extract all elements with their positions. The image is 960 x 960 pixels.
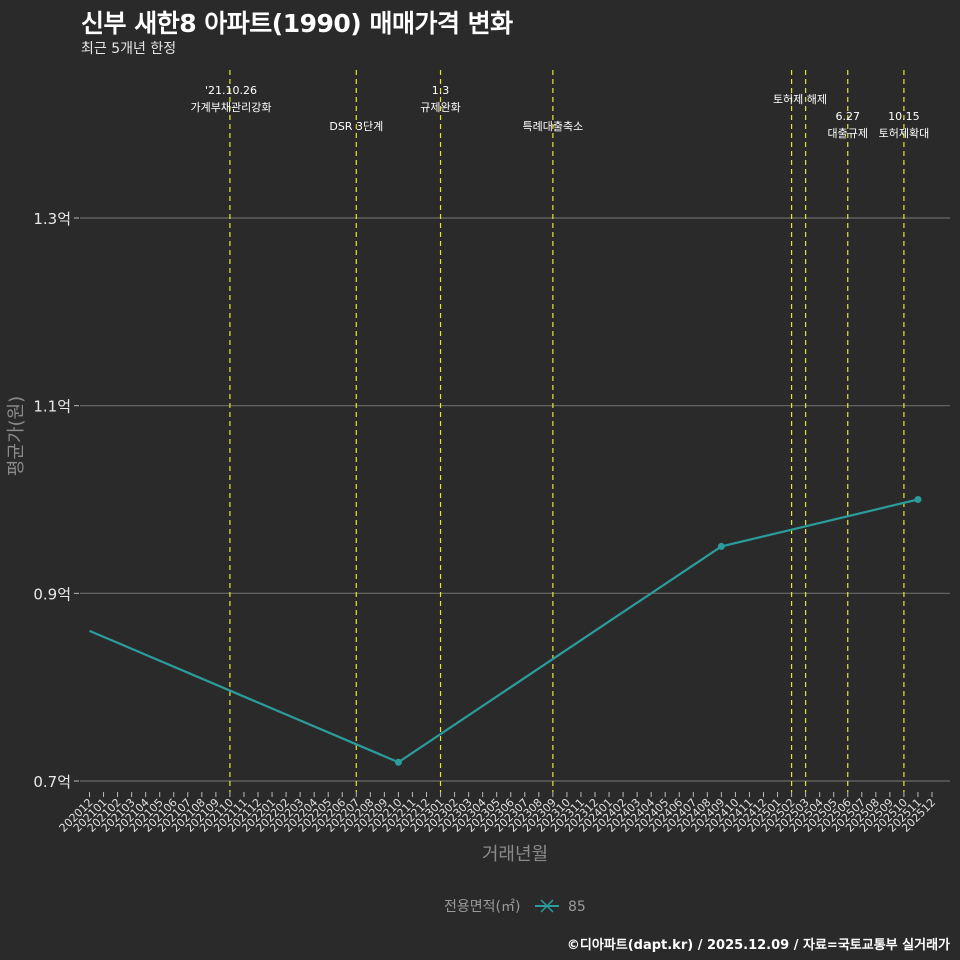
- gridlines: [80, 217, 950, 782]
- chart-title: 신부 새한8 아파트(1990) 매매가격 변화: [81, 9, 513, 38]
- chart-subtitle: 최근 5개년 한정: [81, 41, 177, 57]
- legend-title: 전용면적(㎡): [444, 899, 520, 915]
- y-axis-title: 평균가(원): [6, 396, 27, 476]
- event-label: 가계부채관리강화: [191, 101, 272, 114]
- data-point: [914, 496, 922, 503]
- event-date-label: 6.27: [836, 110, 861, 123]
- data-point: [717, 542, 725, 550]
- event-label: 특례대출축소: [523, 120, 584, 133]
- series-85: [89, 496, 922, 766]
- y-tick-label: 0.7억: [33, 773, 71, 791]
- event-label: 규제완화: [420, 101, 460, 114]
- y-tick-label: 0.9억: [33, 585, 71, 603]
- x-axis-title: 거래년월: [482, 844, 548, 865]
- y-tick-label: 1.1억: [33, 398, 71, 416]
- event-label: DSR 3단계: [329, 120, 383, 133]
- event-date-label: 10.15: [888, 110, 920, 123]
- y-axis-ticks: 1.3억 1.1억 0.9억 0.7억: [33, 210, 79, 791]
- y-tick-label: 1.3억: [33, 210, 71, 228]
- legend: 전용면적(㎡) 85: [444, 899, 586, 915]
- event-label: 대출규제: [828, 127, 868, 140]
- event-label: 토허제확대: [879, 127, 930, 140]
- data-point: [394, 758, 402, 766]
- x-axis-ticks: 2020122021012021022021032021042021052021…: [57, 792, 938, 835]
- legend-item-85: 85: [568, 899, 586, 915]
- source-caption: ©디아파트(dapt.kr) / 2025.12.09 / 자료=국토교통부 실…: [566, 938, 950, 953]
- legend-line-marker-icon: [535, 899, 559, 913]
- event-date-label: '21.10.26: [205, 84, 257, 97]
- series-line: [89, 498, 919, 764]
- event-date-label: 1.3: [432, 84, 450, 97]
- event-label: 토허제 해제: [773, 92, 827, 106]
